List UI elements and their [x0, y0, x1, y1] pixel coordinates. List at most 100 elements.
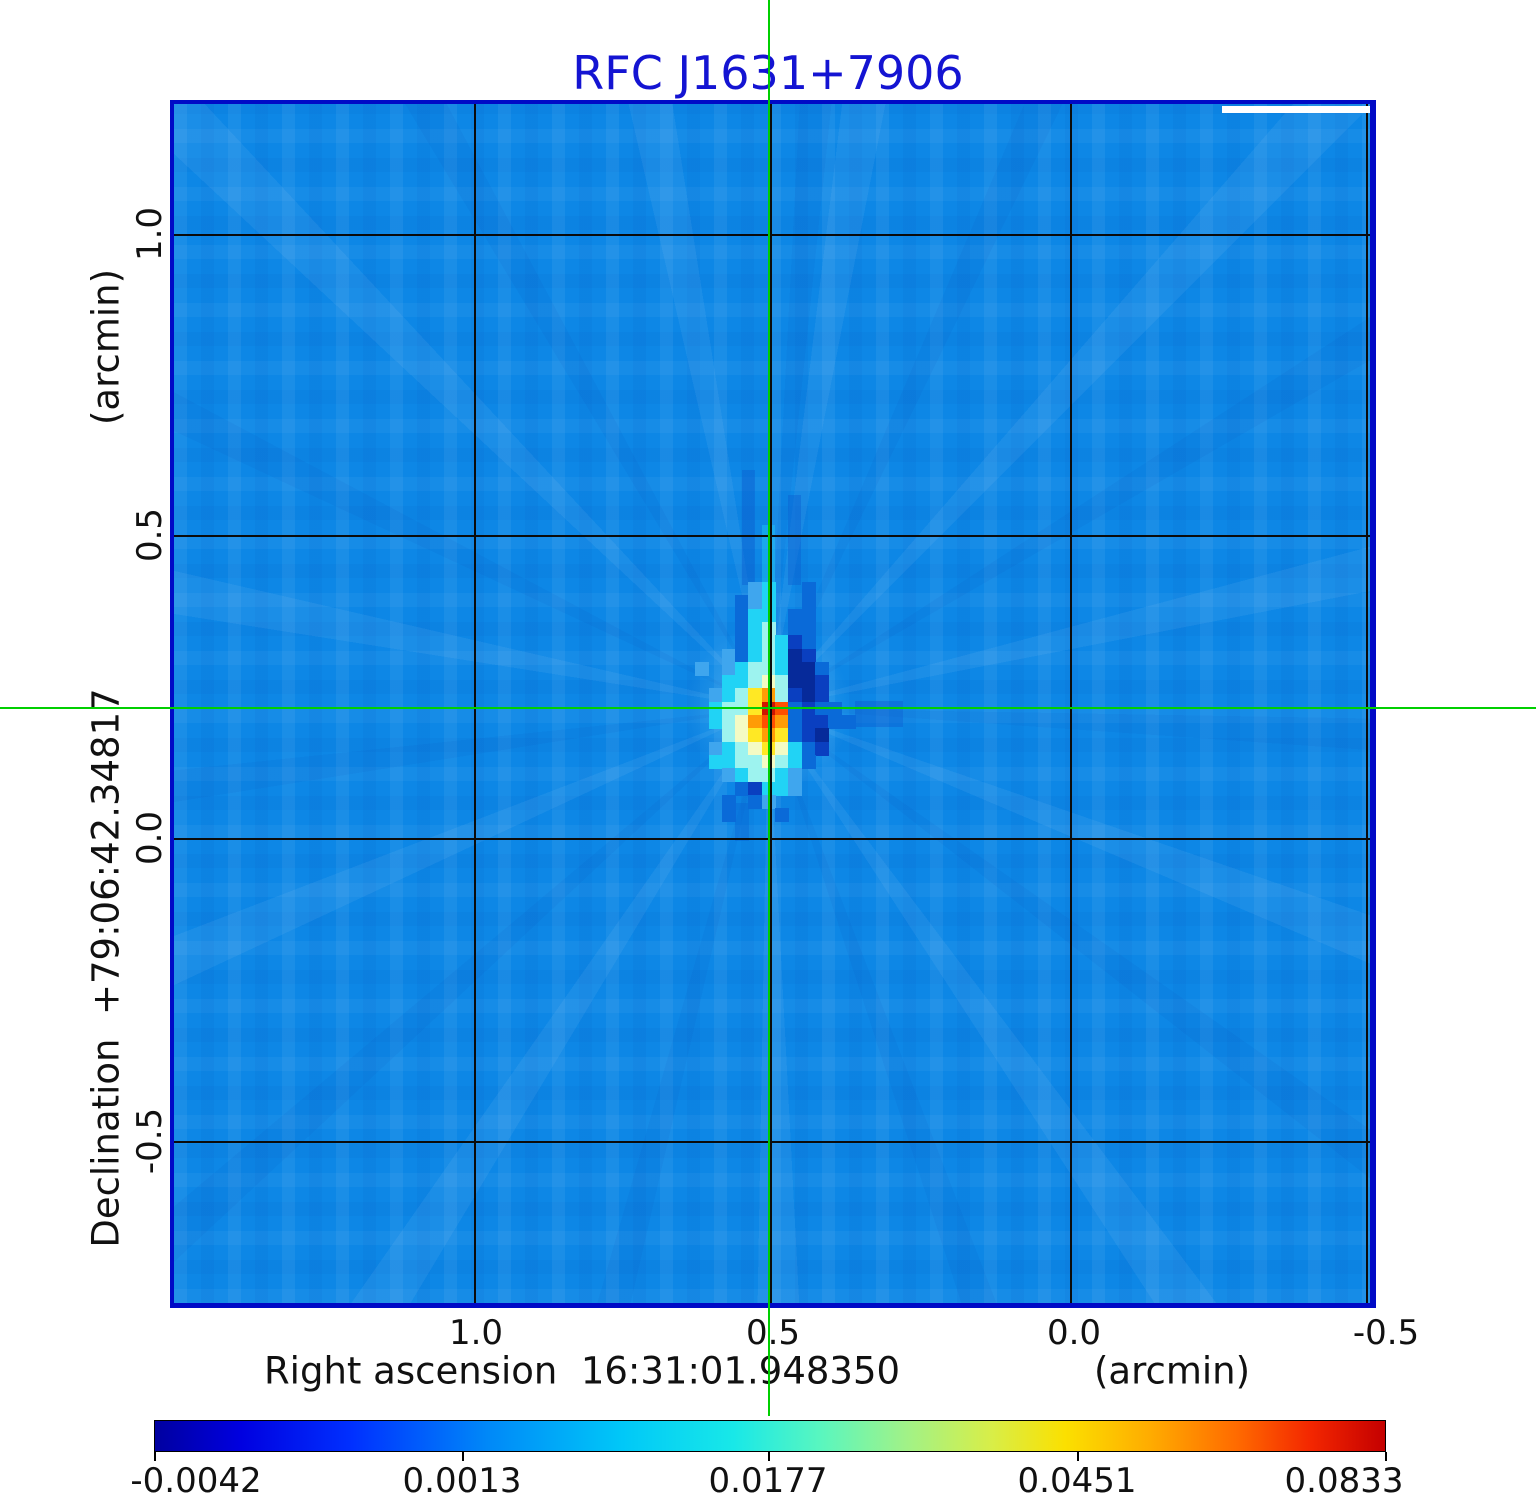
source-pixel [748, 635, 763, 650]
source-pixel [775, 648, 789, 663]
colorbar-tick-label: 0.0833 [1284, 1461, 1404, 1501]
source-pixel [735, 648, 750, 663]
source-pixel [788, 648, 803, 663]
grid-line-horizontal [174, 535, 1370, 537]
grid-line-horizontal [174, 234, 1370, 236]
source-pixel [735, 754, 750, 769]
grid-line-vertical [770, 104, 772, 1303]
source-pixel [775, 688, 789, 703]
map-edge-notch [1222, 106, 1370, 113]
colorbar-tick [1385, 1452, 1387, 1461]
source-pixel [788, 715, 803, 729]
source-pixel [721, 675, 736, 690]
source-pixel [775, 768, 789, 783]
grid-line-vertical [474, 104, 476, 1303]
source-pixel [721, 768, 736, 783]
source-pixel [721, 808, 736, 823]
colorbar-tick [768, 1452, 770, 1461]
source-pixel [788, 768, 803, 783]
source-pixel [748, 781, 763, 796]
y-tick-label: 0.0 [130, 810, 170, 866]
source-pixel [801, 582, 816, 596]
source-pixel [788, 781, 803, 796]
source-pixel [814, 728, 829, 743]
x-tick-label: 0.5 [745, 1313, 801, 1353]
sidelobe-streak [855, 701, 903, 727]
grid-line-horizontal [174, 1141, 1370, 1143]
source-pixel [801, 728, 816, 743]
source-pixel [708, 688, 723, 703]
source-pixel [721, 688, 736, 703]
source-pixel [748, 728, 763, 743]
source-pixel [775, 661, 789, 676]
source-pixel [788, 661, 803, 676]
source-pixel [735, 741, 750, 756]
grid-line-horizontal [174, 838, 1370, 840]
source-pixel [788, 635, 803, 650]
sidelobe-streak [735, 803, 749, 841]
source-pixel [748, 648, 763, 663]
source-pixel [721, 715, 736, 729]
source-pixel [801, 621, 816, 636]
x-axis-unit-label: (arcmin) [1093, 1349, 1251, 1393]
sidelobe-streak [742, 470, 755, 585]
source-pixel [721, 794, 736, 809]
colorbar-tick [1077, 1452, 1079, 1461]
source-pixel [748, 754, 763, 769]
source-pixel [735, 635, 750, 650]
source-pixel [775, 741, 789, 756]
y-tick-label: -0.5 [130, 1107, 170, 1175]
source-pixel [695, 661, 710, 676]
source-pixel [801, 675, 816, 690]
sky-map [170, 100, 1376, 1308]
grid-line-vertical [1366, 104, 1368, 1303]
colorbar-tick-label: 0.0451 [1017, 1461, 1137, 1501]
source-pixel [735, 661, 750, 676]
source-pixel [788, 675, 803, 690]
sidelobe-streak [788, 495, 801, 585]
source-pixel [735, 675, 750, 690]
source-pixel [814, 741, 829, 756]
grid-line-vertical [1070, 104, 1072, 1303]
source-pixel [828, 715, 843, 729]
x-tick-label: -0.5 [1352, 1313, 1420, 1353]
source-pixel [775, 675, 789, 690]
colorbar-tick-label: -0.0042 [130, 1461, 262, 1501]
source-pixel [775, 754, 789, 769]
source-pixel [801, 754, 816, 769]
source-pixel [735, 608, 750, 623]
source-pixel [788, 754, 803, 769]
colorbar-tick [154, 1452, 156, 1461]
source-pixel [788, 688, 803, 703]
source-pixel [748, 595, 763, 610]
source-pixel [708, 754, 723, 769]
colorbar-tick [462, 1452, 464, 1461]
source-pixel [748, 768, 763, 783]
source-pixel [814, 688, 829, 703]
source-pixel [775, 728, 789, 743]
source-pixel [775, 715, 789, 729]
y-axis-unit-label: (arcmin) [84, 268, 128, 426]
source-pixel [801, 595, 816, 610]
source-pixel [788, 608, 803, 623]
colorbar-tick-label: 0.0013 [402, 1461, 522, 1501]
source-pixel [801, 741, 816, 756]
source-pixel [735, 621, 750, 636]
source-pixel [708, 715, 723, 729]
source-pixel [788, 621, 803, 636]
coordinate-grid [174, 104, 1370, 1303]
source-pixel [775, 781, 789, 796]
source-pixel [801, 635, 816, 650]
colorbar [154, 1420, 1386, 1452]
source-pixel [814, 675, 829, 690]
source-pixel [748, 741, 763, 756]
source-pixel [788, 741, 803, 756]
y-tick-label: 0.5 [130, 507, 170, 563]
source-pixel [748, 675, 763, 690]
y-axis-title: Declination +79:06:42.34817 [84, 688, 128, 1248]
source-pixel [748, 608, 763, 623]
crosshair-horizontal-line [0, 707, 1536, 709]
source-pixel [748, 715, 763, 729]
source-pixel [801, 648, 816, 663]
